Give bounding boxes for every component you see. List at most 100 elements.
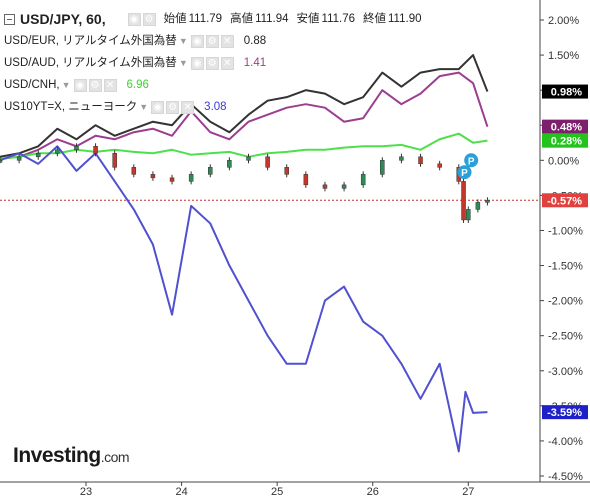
y-tick-label: 1.50% [548, 50, 579, 62]
eye-icon[interactable]: ◉ [190, 34, 204, 48]
candle-body-usd-jpy [150, 174, 156, 179]
y-tick-label: -1.00% [548, 225, 583, 237]
open-value: 111.79 [188, 13, 223, 25]
y-tick-label: 2.00% [548, 15, 579, 27]
x-tick-label: 24 [175, 486, 187, 497]
dropdown-arrow-icon[interactable]: ▼ [178, 36, 188, 46]
candle-body-usd-jpy [169, 177, 175, 182]
close-value: 111.90 [388, 13, 422, 25]
candle-body-usd-jpy [303, 174, 309, 186]
candle-body-usd-jpy [188, 174, 194, 182]
last-value-badge [542, 133, 588, 148]
event-marker-icon [457, 165, 472, 180]
y-tick-label: -3.00% [548, 366, 583, 378]
last-value-label: 0.48% [551, 122, 582, 134]
series-line-usd-eur [0, 54, 489, 158]
open-label: 始値 [163, 13, 187, 25]
logo-main: Investing [13, 444, 101, 467]
candle-body-usd-jpy [461, 181, 466, 221]
dropdown-arrow-icon[interactable]: ▼ [178, 58, 188, 68]
x-tick-label: 25 [271, 486, 283, 497]
x-tick-label: 23 [80, 486, 92, 497]
candle-body-usd-jpy [112, 153, 117, 168]
candle-body-usd-jpy [485, 200, 490, 203]
legend-overlay-us10yt[interactable]: US10YT=X, ニューヨーク ▼ ◉ ⚙ ✕ 3.08 [4, 96, 429, 118]
eye-icon[interactable]: ◉ [190, 56, 204, 70]
high-value: 111.94 [255, 13, 289, 25]
overlay-value: 0.88 [243, 35, 267, 47]
series-line-usd-aud [0, 71, 489, 160]
legend-overlay-usd-aud[interactable]: USD/AUD, リアルタイム外国為替 ▼ ◉ ⚙ ✕ 1.41 [4, 52, 429, 74]
collapse-icon[interactable] [4, 13, 15, 25]
overlay-value: 3.08 [204, 101, 227, 113]
overlay-name: USD/AUD, リアルタイム外国為替 [4, 57, 177, 69]
close-icon[interactable]: ✕ [220, 34, 234, 48]
legend-main-row: USD/JPY, 60, ◉ ⚙ 始値 111.79 高値 111.94 安値 111.7… [4, 8, 429, 30]
low-value: 111.76 [321, 13, 356, 25]
candle-body-usd-jpy [475, 202, 481, 210]
candle-body-usd-jpy [208, 167, 213, 175]
y-tick-label: 0.00% [548, 155, 579, 167]
candle-body-usd-jpy [227, 160, 232, 168]
legend-overlay-usd-cnh[interactable]: USD/CNH, ▼ ◉ ⚙ ✕ 6.96 [4, 74, 429, 96]
y-tick-label: -2.00% [548, 296, 583, 308]
candle-body-usd-jpy [341, 184, 347, 189]
candle-body-usd-jpy [437, 163, 442, 168]
candle-body-usd-jpy [418, 156, 423, 165]
low-label: 安値 [296, 13, 320, 25]
gear-icon[interactable]: ⚙ [205, 34, 219, 48]
overlay-value: 1.41 [243, 57, 267, 69]
overlay-value: 6.96 [126, 79, 149, 91]
last-value-badge [542, 193, 588, 208]
eye-icon[interactable]: ◉ [151, 100, 165, 114]
y-tick-label: -1.50% [548, 261, 583, 273]
candle-body-usd-jpy [466, 209, 471, 221]
candle-body-usd-jpy [16, 156, 22, 161]
candle-body-usd-jpy [74, 146, 79, 151]
gear-icon[interactable]: ⚙ [205, 56, 219, 70]
y-tick-label: -2.50% [548, 331, 583, 343]
close-icon[interactable]: ✕ [220, 56, 234, 70]
close-label: 終値 [363, 13, 387, 25]
close-icon[interactable]: ✕ [181, 100, 195, 114]
last-value-label: 0.28% [551, 136, 582, 148]
high-label: 高値 [230, 13, 254, 25]
legend-overlay-usd-eur[interactable]: USD/EUR, リアルタイム外国為替 ▼ ◉ ⚙ ✕ 0.88 [4, 30, 429, 52]
ohlc-values: 始値 111.79 高値 111.94 安値 111.76 終値 111.90 [164, 8, 430, 30]
y-tick-label: -4.00% [548, 436, 583, 448]
last-value-badge [542, 405, 588, 420]
candle-body-usd-jpy [35, 153, 41, 158]
dropdown-arrow-icon[interactable]: ▼ [139, 102, 149, 112]
gear-icon[interactable]: ⚙ [142, 12, 156, 26]
eye-icon[interactable]: ◉ [127, 12, 141, 26]
gear-icon[interactable]: ⚙ [166, 100, 180, 114]
candle-body-usd-jpy [265, 156, 270, 168]
last-value-label: -0.57% [547, 195, 582, 207]
event-marker-icon [464, 153, 479, 168]
gear-icon[interactable]: ⚙ [88, 78, 102, 92]
last-value-badge [542, 119, 588, 134]
overlay-name: US10YT=X, ニューヨーク [4, 101, 138, 113]
close-icon[interactable]: ✕ [103, 78, 117, 92]
event-marker-label: P [461, 168, 468, 179]
candle-body-usd-jpy [0, 160, 3, 163]
candle-body-usd-jpy [284, 167, 289, 175]
dropdown-arrow-icon[interactable]: ▼ [61, 80, 71, 90]
investing-logo: Investing.com [13, 444, 130, 468]
x-tick-label: 27 [462, 486, 474, 497]
candle-body-usd-jpy [93, 146, 98, 154]
event-marker-label: P [468, 156, 475, 167]
last-value-label: -3.59% [547, 407, 582, 419]
candle-body-usd-jpy [380, 160, 385, 175]
candle-body-usd-jpy [322, 184, 328, 189]
candle-body-usd-jpy [131, 167, 137, 175]
candle-body-usd-jpy [246, 156, 251, 161]
candle-body-usd-jpy [55, 149, 60, 154]
main-symbol[interactable]: USD/JPY, 60, [20, 11, 106, 27]
overlay-name: USD/EUR, リアルタイム外国為替 [4, 35, 177, 47]
eye-icon[interactable]: ◉ [73, 78, 87, 92]
x-tick-label: 26 [367, 486, 379, 497]
last-value-badge [542, 84, 588, 99]
